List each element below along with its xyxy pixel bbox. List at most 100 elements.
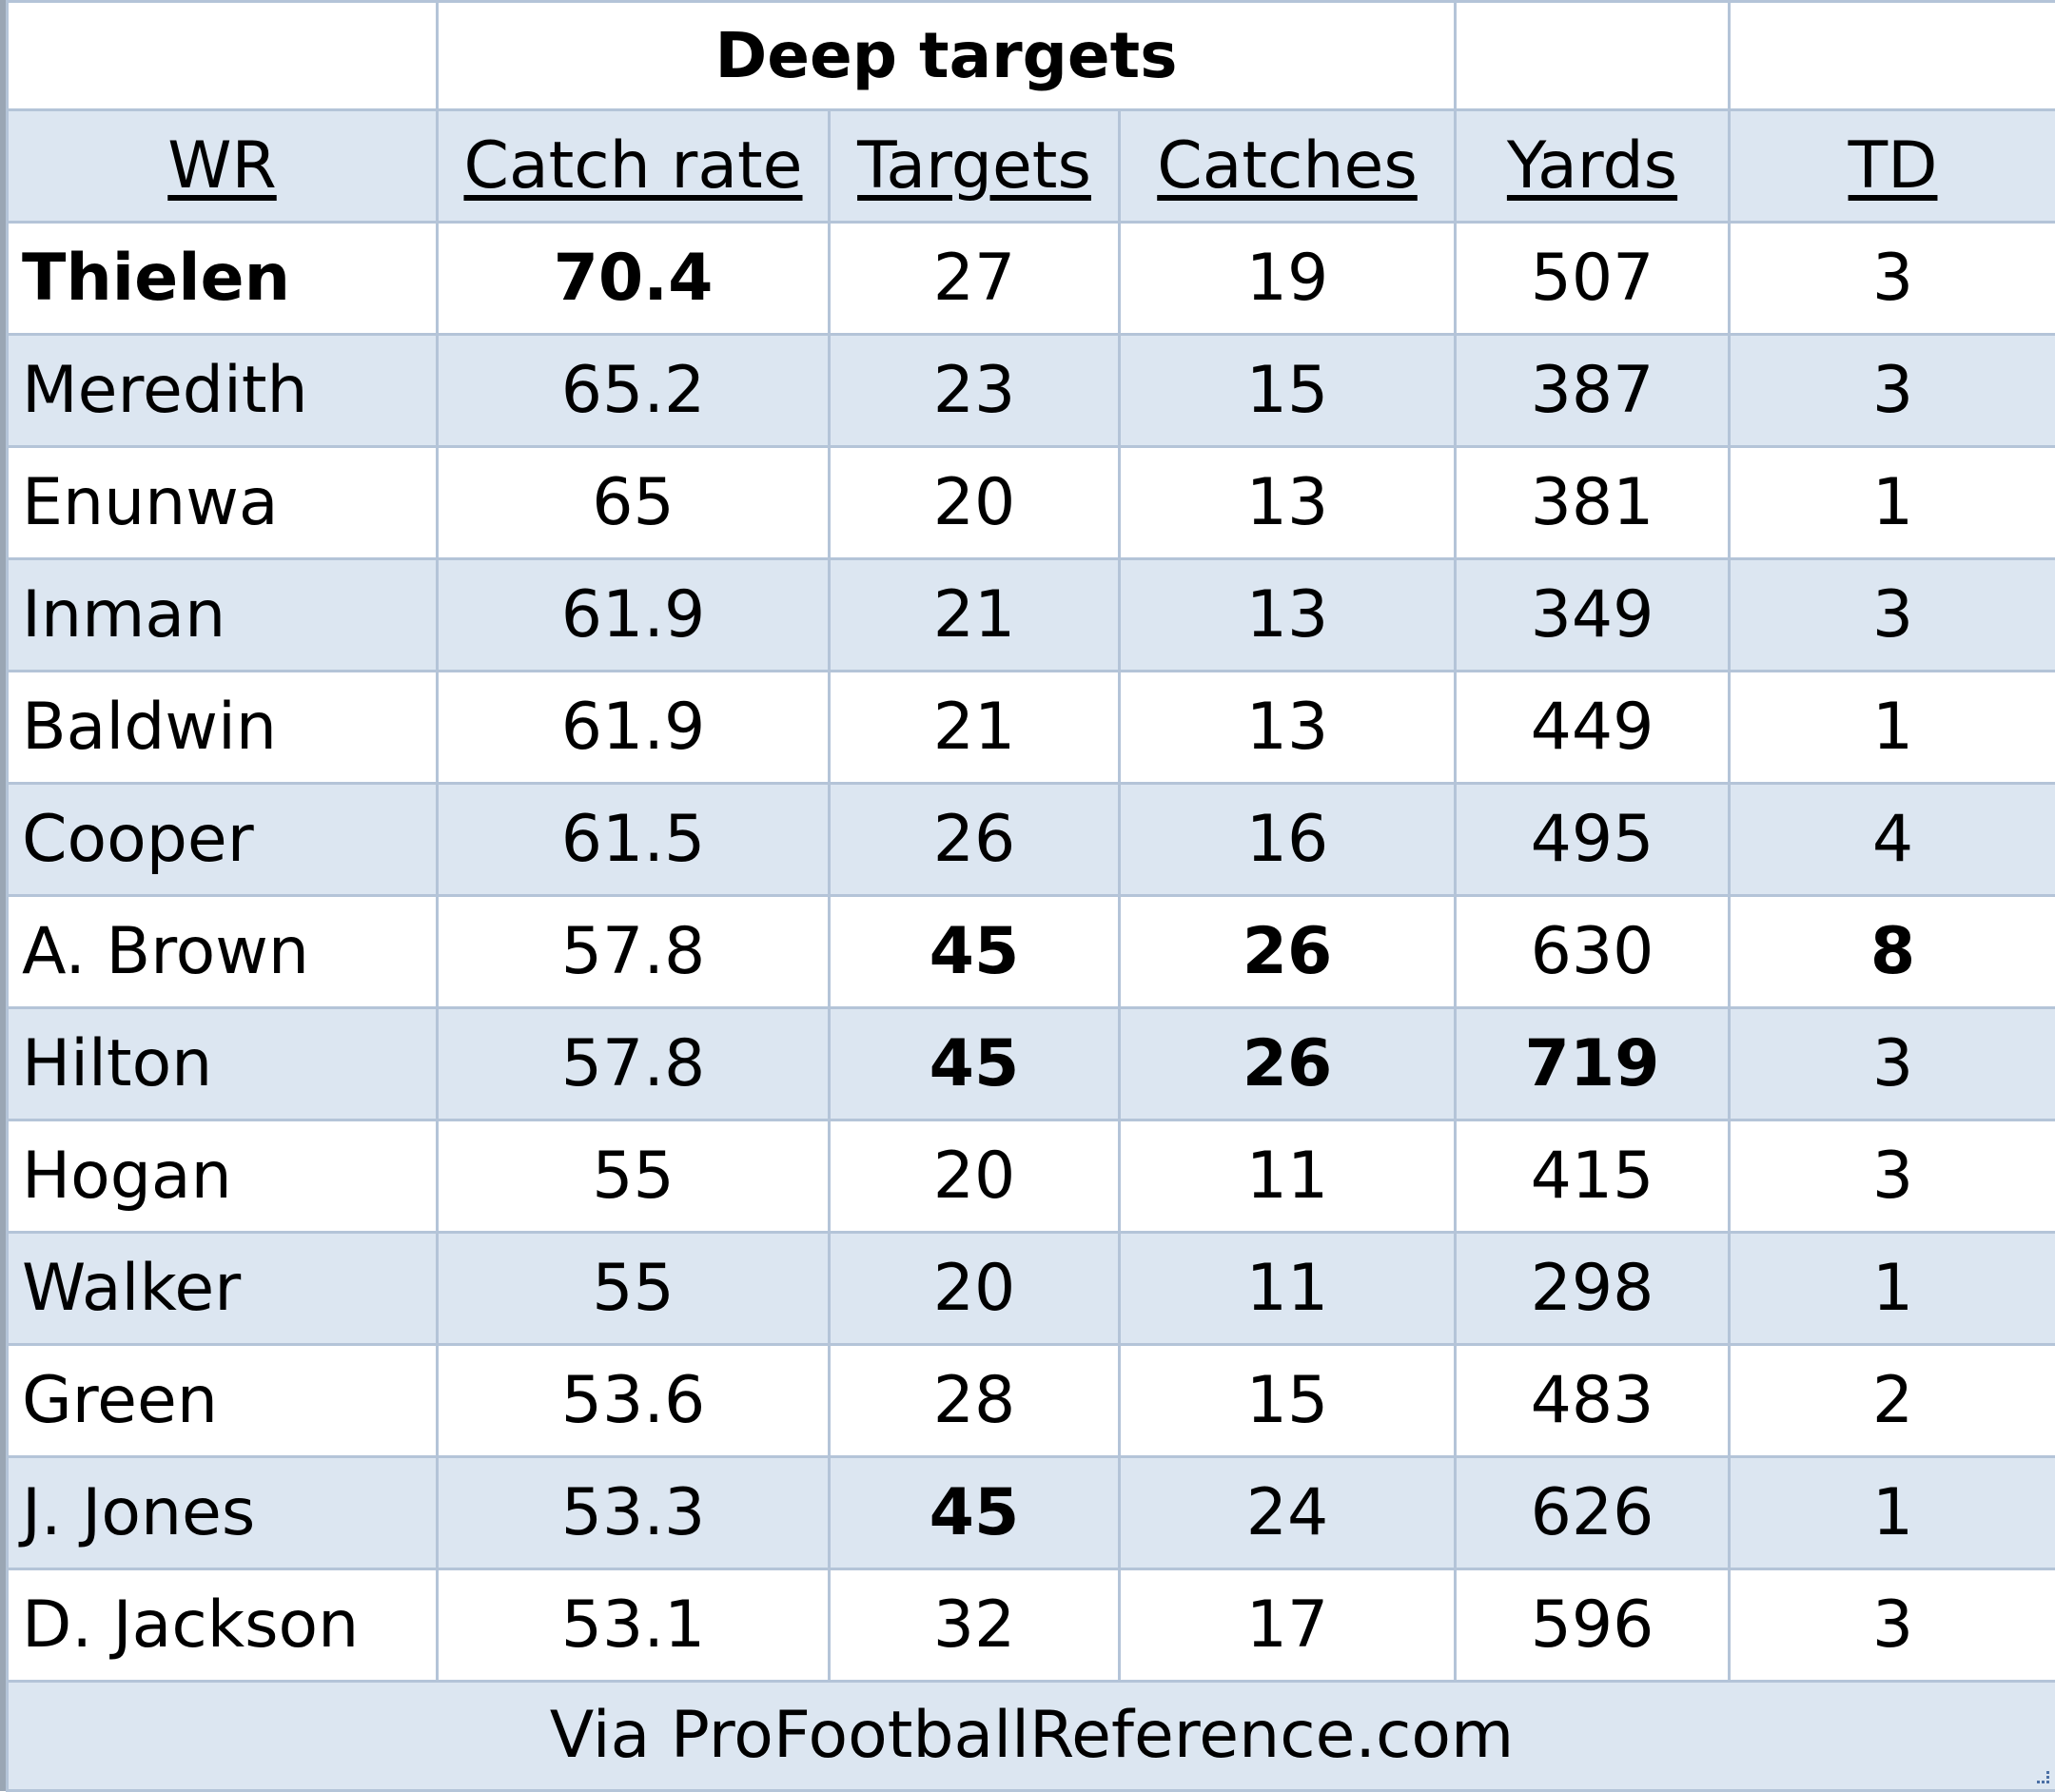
cell-targets: 45 [830, 896, 1120, 1008]
header-td: TD [1730, 110, 2055, 223]
cell-yards: 449 [1456, 672, 1730, 784]
header-targets: Targets [830, 110, 1120, 223]
cell-yards: 630 [1456, 896, 1730, 1008]
cell-catch-rate: 65 [438, 447, 830, 559]
cell-catch-rate: 57.8 [438, 1008, 830, 1120]
cell-targets: 20 [830, 447, 1120, 559]
source-note: Via ProFootballReference.com [8, 1682, 2055, 1791]
cell-catch-rate: 61.5 [438, 784, 830, 896]
cell-catches: 13 [1120, 559, 1456, 672]
cell-targets: 45 [830, 1457, 1120, 1569]
title-row: Deep targets [8, 2, 2055, 110]
cell-targets: 27 [830, 223, 1120, 335]
cell-targets: 20 [830, 1233, 1120, 1345]
cell-catches: 24 [1120, 1457, 1456, 1569]
cell-yards: 298 [1456, 1233, 1730, 1345]
cell-wr: D. Jackson [8, 1569, 438, 1682]
cell-catch-rate: 55 [438, 1233, 830, 1345]
table-title: Deep targets [438, 2, 1456, 110]
cell-yards: 596 [1456, 1569, 1730, 1682]
cell-targets: 20 [830, 1120, 1120, 1233]
cell-catches: 13 [1120, 672, 1456, 784]
cell-td: 3 [1730, 559, 2055, 672]
cell-td: 3 [1730, 335, 2055, 447]
cell-wr: J. Jones [8, 1457, 438, 1569]
cell-td: 1 [1730, 447, 2055, 559]
cell-catches: 11 [1120, 1233, 1456, 1345]
cell-catches: 17 [1120, 1569, 1456, 1682]
cell-targets: 45 [830, 1008, 1120, 1120]
cell-catches: 15 [1120, 335, 1456, 447]
cell-wr: Meredith [8, 335, 438, 447]
empty-cell [8, 2, 438, 110]
source-row: Via ProFootballReference.com [8, 1682, 2055, 1791]
cell-catches: 26 [1120, 896, 1456, 1008]
cell-catch-rate: 70.4 [438, 223, 830, 335]
cell-catch-rate: 65.2 [438, 335, 830, 447]
header-catch-rate: Catch rate [438, 110, 830, 223]
cell-td: 3 [1730, 223, 2055, 335]
cell-wr: Cooper [8, 784, 438, 896]
cell-catches: 16 [1120, 784, 1456, 896]
cell-targets: 21 [830, 672, 1120, 784]
header-row: WR Catch rate Targets Catches Yards TD [8, 110, 2055, 223]
cell-wr: Baldwin [8, 672, 438, 784]
cell-td: 8 [1730, 896, 2055, 1008]
cell-catches: 15 [1120, 1345, 1456, 1457]
cell-catches: 13 [1120, 447, 1456, 559]
cell-td: 1 [1730, 1457, 2055, 1569]
cell-yards: 507 [1456, 223, 1730, 335]
cell-wr: Enunwa [8, 447, 438, 559]
cell-targets: 23 [830, 335, 1120, 447]
cell-wr: Hilton [8, 1008, 438, 1120]
cell-yards: 719 [1456, 1008, 1730, 1120]
cell-yards: 381 [1456, 447, 1730, 559]
cell-targets: 26 [830, 784, 1120, 896]
empty-cell [1730, 2, 2055, 110]
cell-catch-rate: 61.9 [438, 559, 830, 672]
cell-td: 1 [1730, 672, 2055, 784]
header-wr: WR [8, 110, 438, 223]
cell-yards: 387 [1456, 335, 1730, 447]
cell-targets: 32 [830, 1569, 1120, 1682]
cell-targets: 28 [830, 1345, 1120, 1457]
cell-catch-rate: 57.8 [438, 896, 830, 1008]
header-catches: Catches [1120, 110, 1456, 223]
cell-td: 3 [1730, 1008, 2055, 1120]
cell-catch-rate: 61.9 [438, 672, 830, 784]
cell-yards: 483 [1456, 1345, 1730, 1457]
cell-wr: Thielen [8, 223, 438, 335]
cell-catches: 19 [1120, 223, 1456, 335]
cell-td: 3 [1730, 1120, 2055, 1233]
cell-wr: Walker [8, 1233, 438, 1345]
cell-catch-rate: 53.3 [438, 1457, 830, 1569]
cell-td: 3 [1730, 1569, 2055, 1682]
cell-yards: 349 [1456, 559, 1730, 672]
resize-handle-icon[interactable] [2037, 1771, 2049, 1783]
cell-catch-rate: 53.6 [438, 1345, 830, 1457]
cell-td: 1 [1730, 1233, 2055, 1345]
cell-yards: 626 [1456, 1457, 1730, 1569]
cell-td: 4 [1730, 784, 2055, 896]
cell-wr: Inman [8, 559, 438, 672]
cell-catches: 11 [1120, 1120, 1456, 1233]
cell-wr: Hogan [8, 1120, 438, 1233]
deep-targets-table: Deep targets WR Catch rate Targets Catch… [6, 0, 2055, 1792]
header-yards: Yards [1456, 110, 1730, 223]
cell-catch-rate: 53.1 [438, 1569, 830, 1682]
cell-td: 2 [1730, 1345, 2055, 1457]
cell-targets: 21 [830, 559, 1120, 672]
